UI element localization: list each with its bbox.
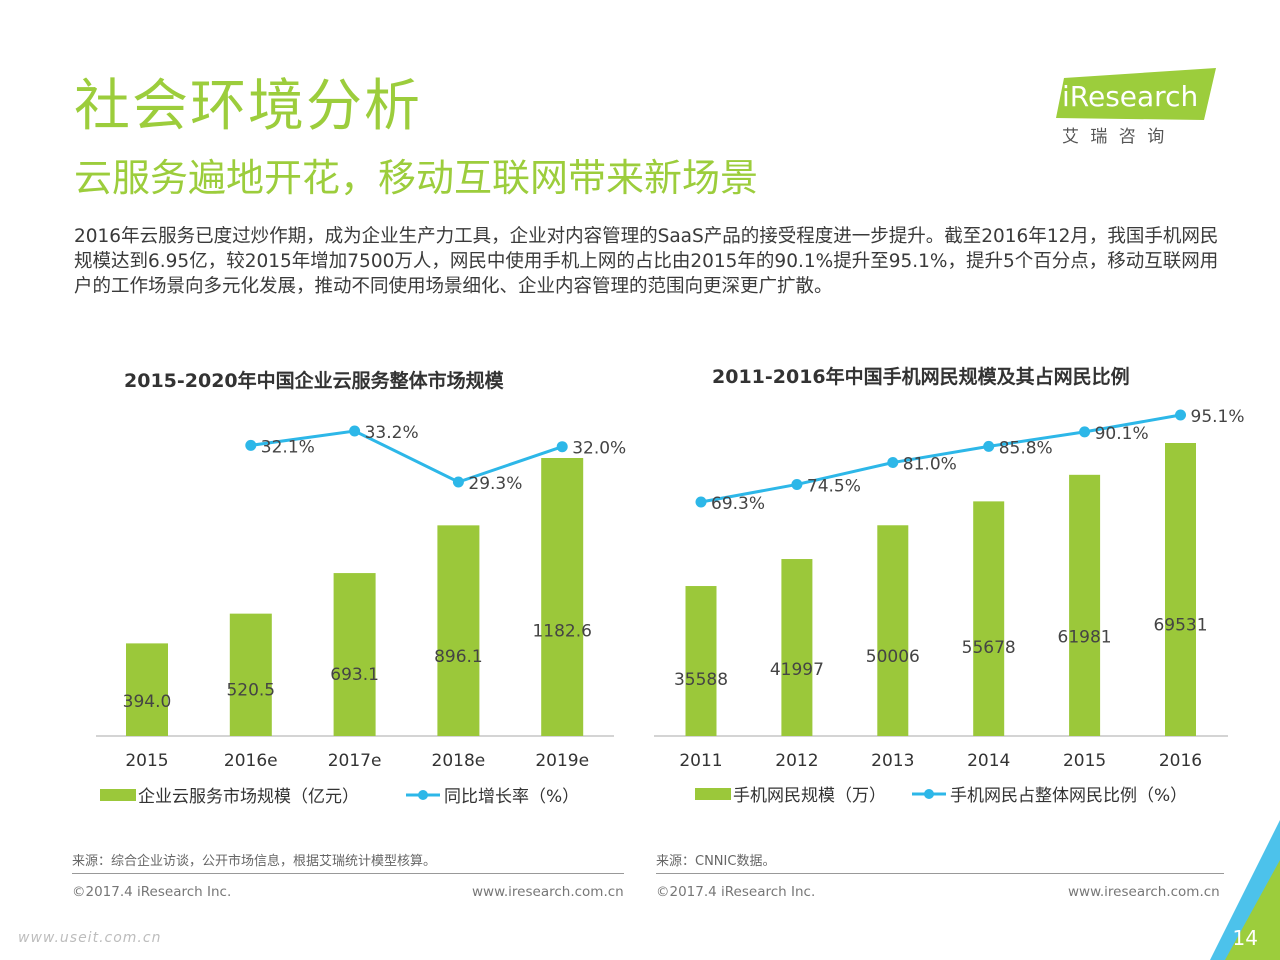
chart1-bar <box>333 573 376 736</box>
chart2-bar <box>685 586 717 736</box>
chart2-x-tick: 2016 <box>1159 751 1202 771</box>
chart1-legend-line-marker <box>418 790 428 800</box>
chart2-line-point <box>695 496 707 508</box>
chart1-legend-bar-swatch <box>100 789 136 801</box>
chart1-bar-label: 394.0 <box>123 692 172 712</box>
footer-divider-left <box>72 873 624 874</box>
chart2-bar-label: 55678 <box>962 638 1016 658</box>
chart1-legend-line-label: 同比增长率（%） <box>444 787 579 807</box>
chart1-bar <box>541 458 584 736</box>
chart2-line-point <box>1175 409 1186 421</box>
chart2-x-tick: 2014 <box>967 751 1010 771</box>
chart2-line <box>700 413 1181 504</box>
chart1-line-label: 32.0% <box>572 439 626 459</box>
chart1-line-point <box>556 441 568 453</box>
url-left[interactable]: www.iresearch.com.cn <box>472 884 624 900</box>
copyright-left: ©2017.4 iResearch Inc. <box>72 884 232 900</box>
chart1-line-point <box>245 439 257 451</box>
chart1-line-label: 32.1% <box>261 437 315 457</box>
chart1-x-tick: 2016e <box>224 751 278 771</box>
chart2-legend-line-marker <box>924 789 934 799</box>
page-title: 社会环境分析 <box>74 74 422 139</box>
chart2-bar <box>973 501 1005 736</box>
chart2-legend-bar-label: 手机网民规模（万） <box>733 786 886 806</box>
url-right[interactable]: www.iresearch.com.cn <box>1068 884 1220 900</box>
chart2-bar-label: 50006 <box>866 647 920 667</box>
chart2-legend-line-label: 手机网民占整体网民比例（%） <box>950 786 1187 806</box>
chart2-x-tick: 2012 <box>775 751 818 771</box>
chart2-bar <box>877 525 909 736</box>
chart1-bar-label: 693.1 <box>330 665 379 685</box>
chart2-bar <box>1069 474 1101 736</box>
chart1-line-point <box>349 425 361 437</box>
chart2-line-label: 85.8% <box>999 438 1053 458</box>
logo-tagline: 艾 瑞 咨 询 <box>1062 127 1167 147</box>
chart2-x-tick: 2015 <box>1063 751 1106 771</box>
chart1-line-point <box>452 476 464 488</box>
chart1-bar-label: 520.5 <box>226 681 275 701</box>
chart2-title: 2011-2016年中国手机网民规模及其占网民比例 <box>712 366 1130 388</box>
intro-paragraph: 2016年云服务已度过炒作期，成为企业生产力工具，企业对内容管理的SaaS产品的… <box>74 226 1219 297</box>
chart2-line-point <box>1079 426 1091 438</box>
chart1-x-tick: 2017e <box>328 751 382 771</box>
chart2-x-tick: 2011 <box>679 751 722 771</box>
chart2-line-label: 90.1% <box>1095 424 1149 444</box>
chart2-line-point <box>791 478 803 490</box>
chart2-legend-bar-swatch <box>695 788 731 800</box>
chart1-bar-label: 1182.6 <box>532 621 591 641</box>
chart1-x-tick: 2015 <box>125 751 168 771</box>
chart1-title: 2015-2020年中国企业云服务整体市场规模 <box>124 370 504 392</box>
page-number: 14 <box>1232 926 1258 950</box>
chart2-line-point <box>983 440 995 452</box>
chart2-bar <box>1165 443 1196 736</box>
chart2-bar-label: 35588 <box>674 670 728 690</box>
footer-divider-right <box>656 873 1224 874</box>
chart1-legend-bar-label: 企业云服务市场规模（亿元） <box>138 787 359 807</box>
copyright-right: ©2017.4 iResearch Inc. <box>656 884 816 900</box>
chart1-bar-label: 896.1 <box>434 647 483 667</box>
corner-decoration <box>1210 820 1280 960</box>
page-subtitle: 云服务遍地开花，移动互联网带来新场景 <box>74 156 759 200</box>
chart2-bar <box>781 559 813 736</box>
iresearch-logo: iResearch 艾 瑞 咨 询 <box>1056 68 1216 147</box>
chart2-bar-label: 41997 <box>770 660 824 680</box>
chart1-x-tick: 2018e <box>432 751 486 771</box>
chart1-bar <box>126 643 168 736</box>
chart2-line-label: 74.5% <box>807 476 861 496</box>
chart2-bar-label: 69531 <box>1153 616 1207 636</box>
chart1-line-label: 29.3% <box>468 474 522 494</box>
chart2-x-tick: 2013 <box>871 751 914 771</box>
chart1-x-tick: 2019e <box>535 751 589 771</box>
chart2-line-label: 81.0% <box>903 455 957 475</box>
watermark: www.useit.com.cn <box>18 930 162 946</box>
chart1-line-label: 33.2% <box>365 423 419 443</box>
chart1-bar <box>229 613 272 736</box>
chart2-source: 来源：CNNIC数据。 <box>656 854 776 869</box>
chart2-line-label: 95.1% <box>1191 407 1245 427</box>
chart1-bar <box>437 525 480 736</box>
chart1-source: 来源：综合企业访谈，公开市场信息，根据艾瑞统计模型核算。 <box>72 854 437 869</box>
chart2-bar-label: 61981 <box>1058 628 1112 648</box>
logo-brand-text: iResearch <box>1062 80 1198 113</box>
chart1-line <box>250 429 563 484</box>
chart2-line-label: 69.3% <box>711 494 765 514</box>
chart2-line-point <box>887 457 899 469</box>
